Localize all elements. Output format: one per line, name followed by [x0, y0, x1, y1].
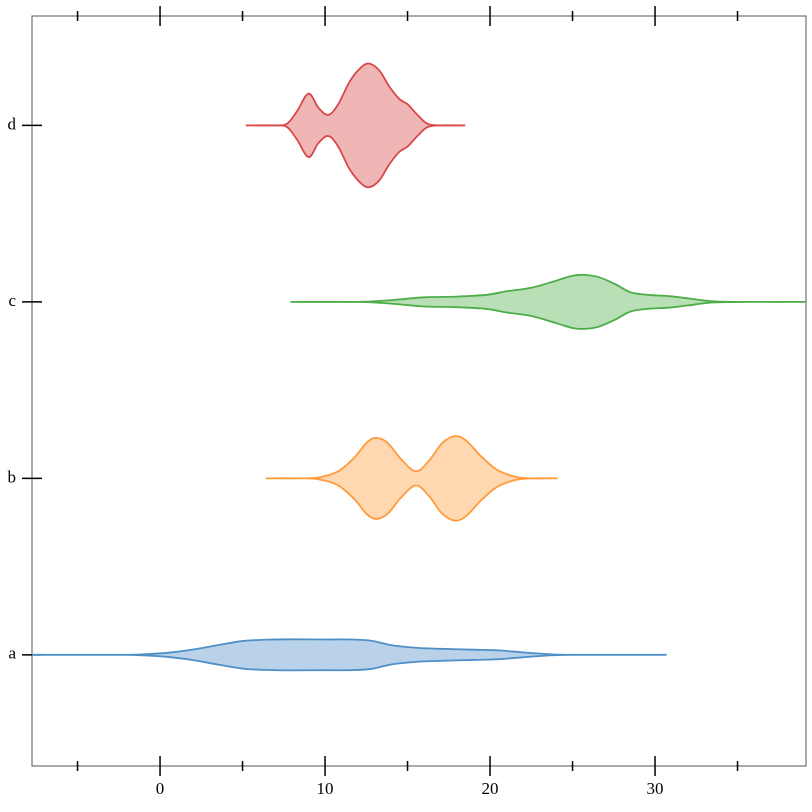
- x-tick-label: 10: [317, 779, 334, 798]
- y-tick-label: c: [8, 291, 16, 310]
- y-tick-label: d: [8, 114, 17, 133]
- y-tick-label: b: [8, 467, 17, 486]
- x-tick-label: 20: [482, 779, 499, 798]
- y-tick-label: a: [8, 644, 16, 663]
- violin: [290, 273, 807, 330]
- x-tick-label: 30: [647, 779, 664, 798]
- plot-frame: [31, 15, 807, 767]
- x-tick-label: 0: [156, 779, 165, 798]
- violin: [265, 435, 558, 522]
- violin: [31, 638, 667, 672]
- violin: [245, 62, 466, 189]
